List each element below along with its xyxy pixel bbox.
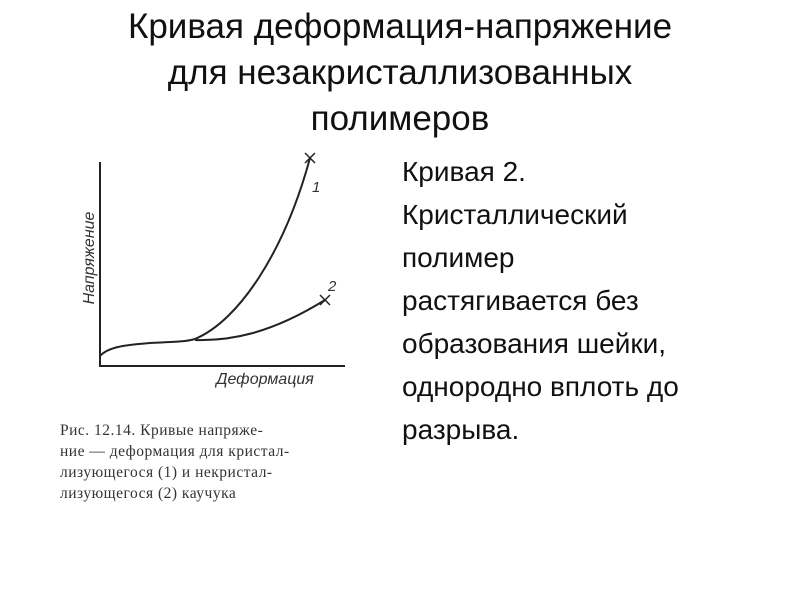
caption-line: лизующегося (2) каучука: [60, 485, 237, 502]
title-line: для незакристаллизованных: [167, 53, 633, 92]
title-line: Кривая деформация-напряжение: [127, 7, 673, 46]
body-line: полимер: [402, 242, 515, 273]
caption-line: ние — деформация для кристал-: [60, 443, 290, 460]
caption: Рис. 12.14. Кривые напряже- ние — деформ…: [60, 420, 290, 504]
caption-line: лизующегося (1) и некристал-: [60, 464, 273, 481]
body-text: Кривая 2. Кристаллический полимер растяг…: [402, 150, 679, 451]
body-line: однородно вплоть до: [402, 371, 679, 402]
body-line: разрыва.: [402, 414, 520, 445]
x-axis-label: Деформация: [214, 371, 314, 388]
curve-2: [194, 299, 326, 342]
y-axis-label: Напряжение: [81, 211, 98, 304]
title-line: полимеров: [310, 99, 490, 138]
body-line: Кривая 2.: [402, 156, 526, 187]
curve-label: 1: [312, 179, 320, 196]
title: Кривая деформация-напряжение для незакри…: [0, 4, 800, 142]
body-line: Кристаллический: [402, 199, 628, 230]
curve-label: 2: [327, 278, 337, 295]
curve-1: [99, 157, 311, 357]
break-mark-2: [319, 294, 331, 306]
body-line: растягивается без: [402, 285, 639, 316]
caption-line: Рис. 12.14. Кривые напряже-: [60, 422, 264, 439]
body-line: образования шейки,: [402, 328, 667, 359]
figure: Напряжение Деформация 1 2: [81, 152, 345, 388]
break-mark-1: [304, 152, 316, 164]
